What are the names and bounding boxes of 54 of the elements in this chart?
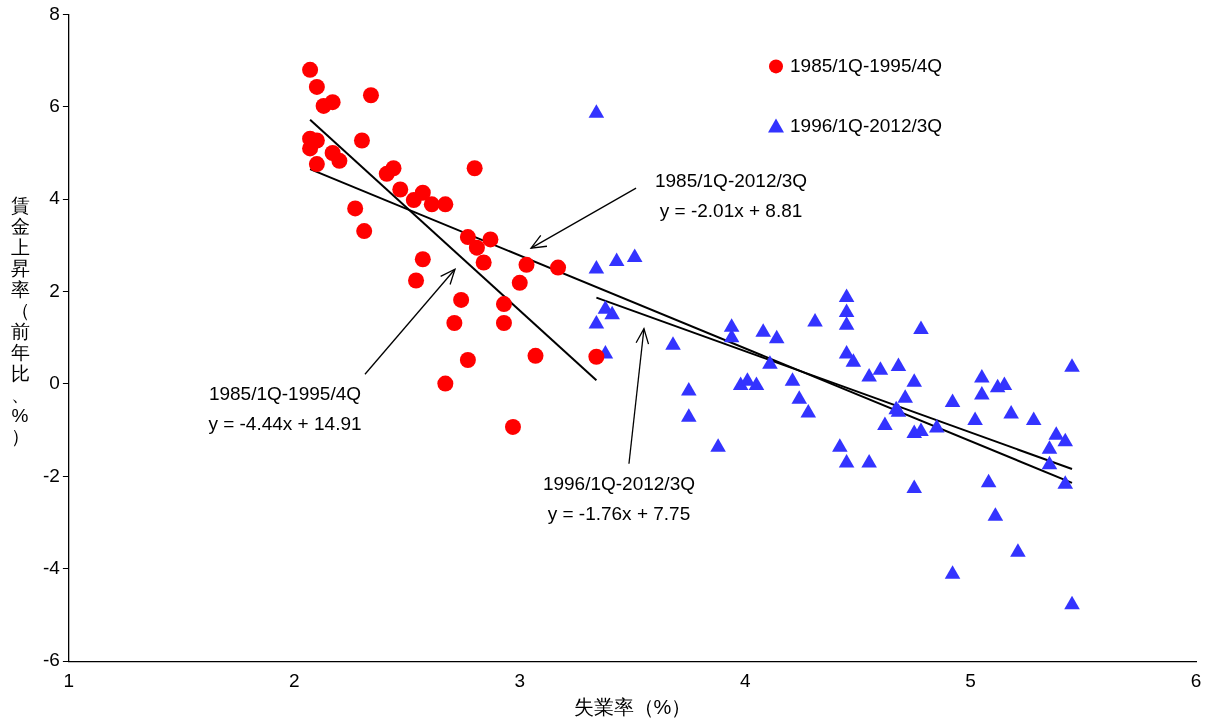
y-tick-label: 6 <box>49 95 60 117</box>
y-tick-label: 8 <box>49 2 60 24</box>
y-tick-label: -2 <box>42 464 60 486</box>
annotation: 1985/1Q-1995/4Q y = -4.44x + 14.91 <box>208 383 362 435</box>
point <box>423 196 440 213</box>
y-tick-label: -4 <box>42 557 61 579</box>
point <box>504 418 521 435</box>
point <box>324 94 341 111</box>
point <box>511 274 528 291</box>
point <box>308 156 325 173</box>
annotation: 1996/1Q-2012/3Q y = -1.76x + 7.75 <box>542 472 696 524</box>
point <box>459 229 476 246</box>
x-tick-label: 1 <box>63 669 75 691</box>
y-tick-label: 2 <box>49 279 60 301</box>
point <box>437 196 454 213</box>
y-tick-label: 4 <box>49 187 61 209</box>
point <box>527 347 544 364</box>
point <box>495 296 512 313</box>
point <box>459 351 476 368</box>
point <box>385 160 402 177</box>
y-tick-label: -6 <box>42 649 60 671</box>
point <box>550 259 567 276</box>
point <box>302 61 319 78</box>
point <box>347 200 364 217</box>
point <box>437 375 454 392</box>
point <box>475 254 492 271</box>
x-tick-label: 4 <box>739 669 751 691</box>
annotation: 1985/1Q-2012/3Q y = -2.01x + 8.81 <box>654 170 808 222</box>
point <box>518 256 535 273</box>
x-axis-title: 失業率（%） <box>573 695 692 718</box>
point <box>392 181 409 198</box>
x-tick-label: 2 <box>289 669 300 691</box>
point <box>331 152 348 169</box>
point <box>466 160 483 177</box>
point <box>482 231 499 248</box>
point <box>588 348 605 365</box>
x-tick-label: 5 <box>965 669 976 691</box>
point <box>308 78 325 95</box>
point <box>353 132 370 149</box>
legend-label: 1996/1Q-2012/3Q <box>790 114 943 136</box>
x-tick-label: 3 <box>514 669 526 691</box>
text: 賃金上昇率（前年比、%） <box>10 195 30 447</box>
legend-label: 1985/1Q-1995/4Q <box>790 54 943 76</box>
point <box>414 184 431 201</box>
point <box>468 239 485 256</box>
y-tick-label: 0 <box>49 372 60 394</box>
point <box>408 272 425 289</box>
point <box>446 315 463 332</box>
point <box>356 223 373 240</box>
point <box>453 291 470 308</box>
x-tick-label: 6 <box>1190 669 1202 691</box>
point <box>414 251 431 268</box>
point <box>362 87 379 104</box>
point <box>495 315 512 332</box>
